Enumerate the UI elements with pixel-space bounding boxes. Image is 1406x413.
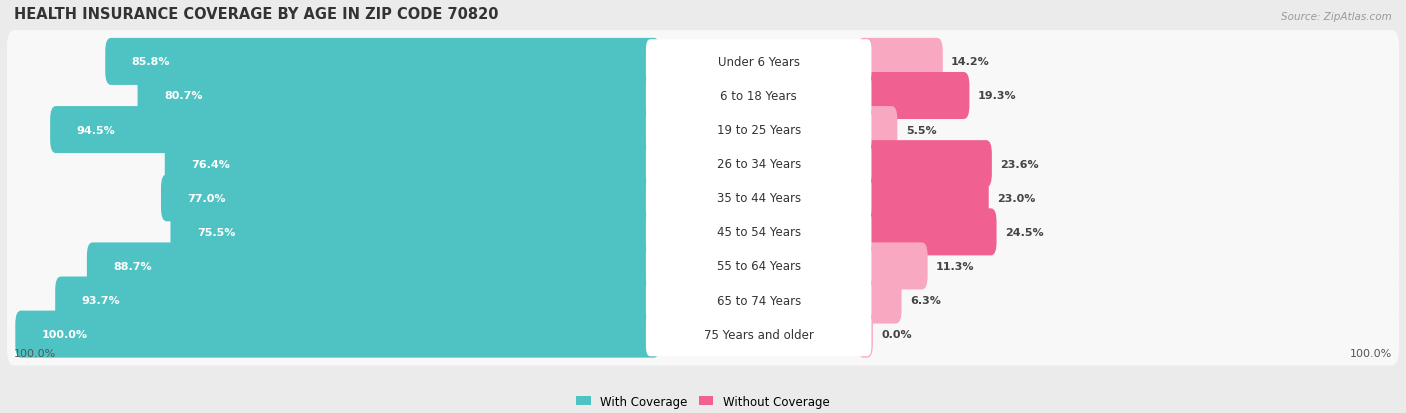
Text: 100.0%: 100.0% [42, 329, 87, 339]
Text: 100.0%: 100.0% [14, 348, 56, 358]
FancyBboxPatch shape [7, 167, 1399, 230]
FancyBboxPatch shape [105, 39, 659, 86]
Text: Under 6 Years: Under 6 Years [717, 56, 800, 69]
FancyBboxPatch shape [858, 39, 943, 86]
FancyBboxPatch shape [165, 141, 659, 188]
Text: 85.8%: 85.8% [132, 57, 170, 67]
FancyBboxPatch shape [645, 40, 872, 84]
Text: 80.7%: 80.7% [165, 91, 202, 101]
FancyBboxPatch shape [51, 107, 659, 154]
FancyBboxPatch shape [645, 210, 872, 254]
Legend: With Coverage, Without Coverage: With Coverage, Without Coverage [576, 395, 830, 408]
FancyBboxPatch shape [858, 209, 997, 256]
Text: 93.7%: 93.7% [82, 295, 121, 305]
FancyBboxPatch shape [55, 277, 659, 324]
FancyBboxPatch shape [87, 243, 659, 290]
FancyBboxPatch shape [7, 133, 1399, 196]
Text: 55 to 64 Years: 55 to 64 Years [717, 260, 801, 273]
Text: 76.4%: 76.4% [191, 159, 231, 169]
Text: 35 to 44 Years: 35 to 44 Years [717, 192, 801, 205]
FancyBboxPatch shape [645, 108, 872, 152]
Text: 0.0%: 0.0% [882, 329, 912, 339]
FancyBboxPatch shape [15, 311, 659, 358]
Text: 75 Years and older: 75 Years and older [704, 328, 814, 341]
FancyBboxPatch shape [858, 141, 991, 188]
Text: 65 to 74 Years: 65 to 74 Years [717, 294, 801, 307]
Text: 24.5%: 24.5% [1005, 227, 1043, 237]
FancyBboxPatch shape [858, 73, 969, 120]
Text: 75.5%: 75.5% [197, 227, 235, 237]
Text: 26 to 34 Years: 26 to 34 Years [717, 158, 801, 171]
Text: 45 to 54 Years: 45 to 54 Years [717, 226, 801, 239]
FancyBboxPatch shape [7, 235, 1399, 298]
Text: 19 to 25 Years: 19 to 25 Years [717, 124, 801, 137]
Text: 23.0%: 23.0% [997, 193, 1035, 203]
FancyBboxPatch shape [160, 175, 659, 222]
FancyBboxPatch shape [858, 277, 901, 324]
FancyBboxPatch shape [858, 311, 873, 358]
FancyBboxPatch shape [170, 209, 659, 256]
FancyBboxPatch shape [858, 243, 928, 290]
FancyBboxPatch shape [7, 269, 1399, 332]
FancyBboxPatch shape [858, 107, 897, 154]
FancyBboxPatch shape [645, 312, 872, 356]
Text: HEALTH INSURANCE COVERAGE BY AGE IN ZIP CODE 70820: HEALTH INSURANCE COVERAGE BY AGE IN ZIP … [14, 7, 498, 22]
Text: 94.5%: 94.5% [76, 125, 115, 135]
Text: 11.3%: 11.3% [936, 261, 974, 271]
FancyBboxPatch shape [858, 175, 988, 222]
FancyBboxPatch shape [7, 99, 1399, 161]
FancyBboxPatch shape [7, 31, 1399, 94]
FancyBboxPatch shape [7, 201, 1399, 263]
FancyBboxPatch shape [138, 73, 659, 120]
FancyBboxPatch shape [645, 142, 872, 186]
Text: 77.0%: 77.0% [187, 193, 226, 203]
Text: Source: ZipAtlas.com: Source: ZipAtlas.com [1281, 12, 1392, 22]
Text: 5.5%: 5.5% [905, 125, 936, 135]
FancyBboxPatch shape [645, 244, 872, 288]
Text: 88.7%: 88.7% [114, 261, 152, 271]
Text: 100.0%: 100.0% [1350, 348, 1392, 358]
FancyBboxPatch shape [645, 176, 872, 221]
FancyBboxPatch shape [645, 278, 872, 323]
FancyBboxPatch shape [645, 74, 872, 119]
FancyBboxPatch shape [7, 303, 1399, 366]
Text: 14.2%: 14.2% [950, 57, 990, 67]
Text: 23.6%: 23.6% [1000, 159, 1039, 169]
Text: 6 to 18 Years: 6 to 18 Years [720, 90, 797, 103]
Text: 6.3%: 6.3% [910, 295, 941, 305]
Text: 19.3%: 19.3% [977, 91, 1017, 101]
FancyBboxPatch shape [7, 65, 1399, 128]
